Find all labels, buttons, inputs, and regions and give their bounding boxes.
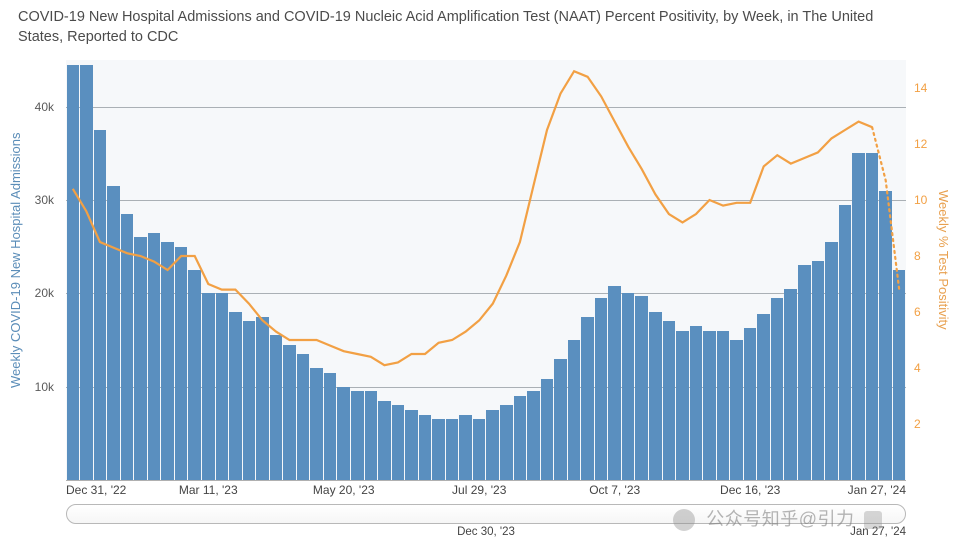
range-slider[interactable]: Dec 30, '23 Jan 27, '24 [66,504,906,534]
y2-tick-label: 6 [908,305,952,319]
y1-axis: 10k 20k 30k 40k [0,60,64,480]
slider-track[interactable] [66,504,906,524]
y2-axis: 2 4 6 8 10 12 14 [908,60,952,480]
x-tick-label: Dec 31, '22 [66,483,126,497]
x-tick-label: Mar 11, '23 [179,483,238,497]
y1-tick-label: 30k [0,193,60,207]
plot-area[interactable] [66,60,906,480]
y1-tick-label: 10k [0,380,60,394]
y2-tick-label: 4 [908,361,952,375]
x-tick-label: May 20, '23 [313,483,375,497]
chart-title: COVID-19 New Hospital Admissions and COV… [0,0,920,47]
y2-tick-label: 14 [908,81,952,95]
x-tick-label: Oct 7, '23 [589,483,640,497]
x-tick-label: Jul 29, '23 [452,483,506,497]
y2-tick-label: 12 [908,137,952,151]
y1-tick-label: 20k [0,286,60,300]
y2-tick-label: 2 [908,417,952,431]
x-tick-label: Dec 16, '23 [720,483,780,497]
x-tick-label: Jan 27, '24 [848,483,906,497]
chart-root: COVID-19 New Hospital Admissions and COV… [0,0,956,559]
x-axis-line [66,480,906,481]
positivity-line[interactable] [73,71,872,365]
slider-right-label: Jan 27, '24 [850,526,906,538]
y2-tick-label: 8 [908,249,952,263]
y1-tick-label: 40k [0,100,60,114]
line-series [66,60,906,480]
slider-left-label: Dec 30, '23 [457,526,515,538]
y2-tick-label: 10 [908,193,952,207]
positivity-line-provisional[interactable] [872,127,899,289]
